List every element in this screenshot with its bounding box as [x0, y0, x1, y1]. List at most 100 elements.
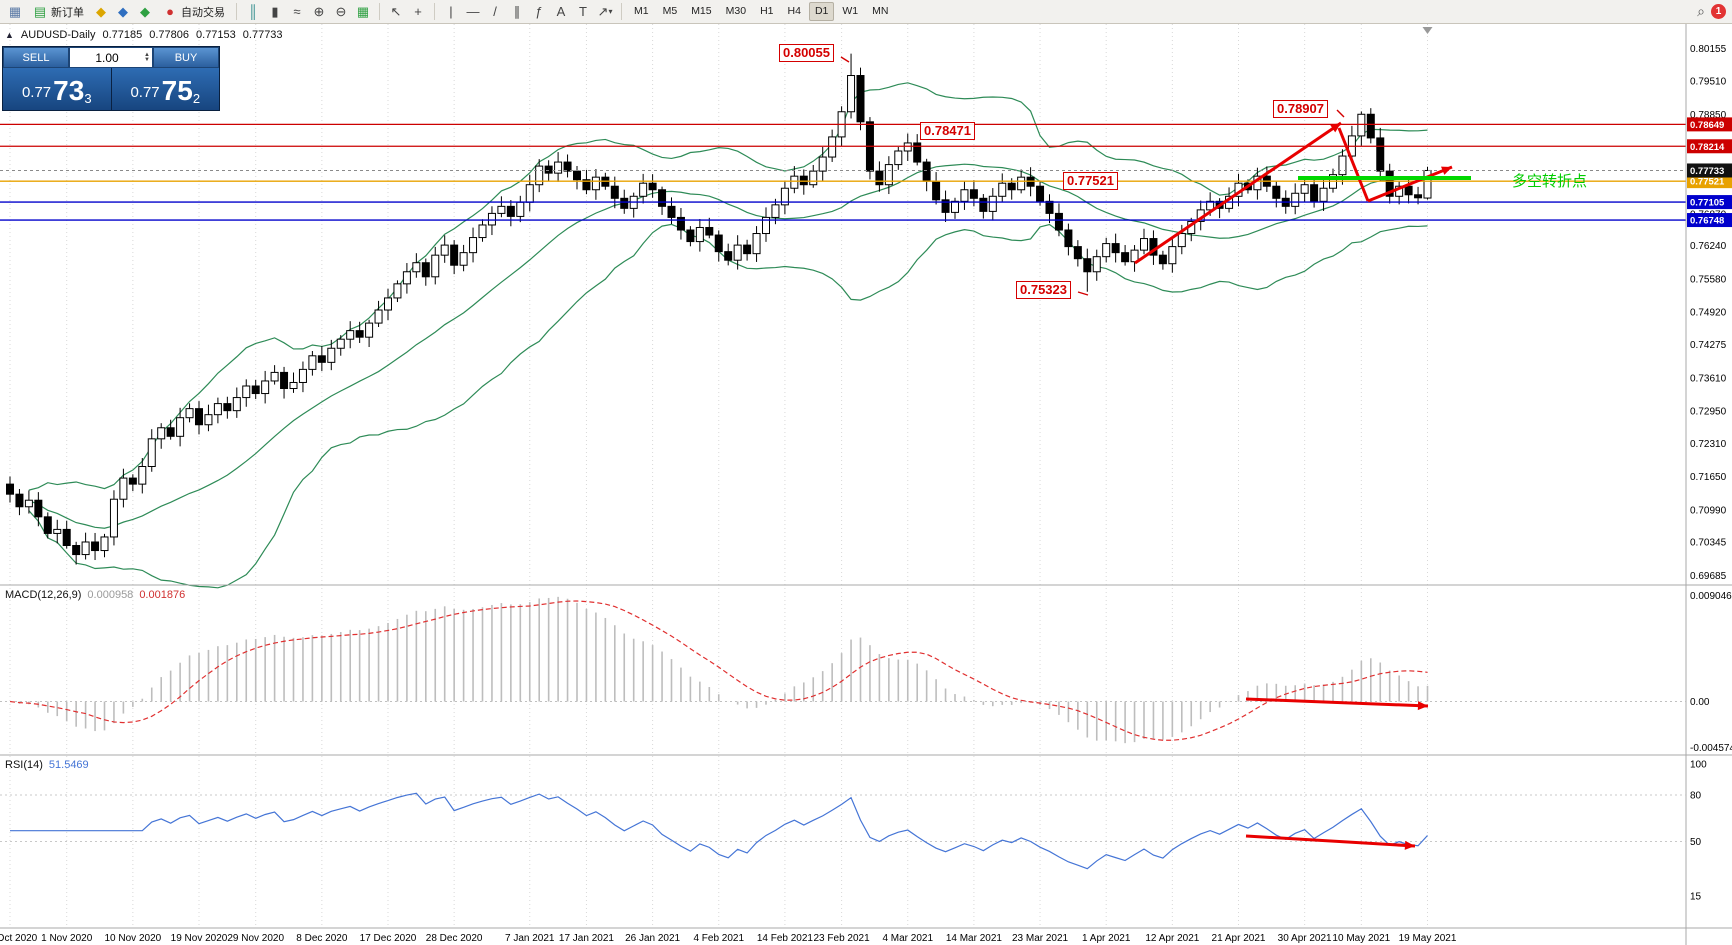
refresh-icon[interactable]: ◆ [140, 3, 150, 19]
svg-text:0.79510: 0.79510 [1690, 77, 1727, 88]
cursor-icon[interactable]: ↖ [390, 3, 402, 19]
svg-text:0.74275: 0.74275 [1690, 340, 1727, 351]
price-annotation-label[interactable]: 0.78907 [1273, 100, 1328, 118]
toolbar-separator [236, 3, 237, 20]
price-annotation-label[interactable]: 0.78471 [920, 122, 975, 140]
autotrading-button[interactable]: ● 自动交易 [157, 2, 230, 22]
svg-text:0.00: 0.00 [1690, 697, 1710, 708]
trend-arrow[interactable] [1337, 127, 1370, 202]
channel-tool-icon[interactable]: ∥ [513, 3, 521, 19]
svg-text:10 May 2021: 10 May 2021 [1332, 933, 1390, 944]
lot-size-input[interactable] [70, 49, 145, 66]
svg-text:0.71650: 0.71650 [1690, 472, 1727, 483]
trend-arrow-head [1417, 701, 1428, 711]
price-annotation-label[interactable]: 0.77521 [1063, 172, 1118, 190]
svg-text:28 Dec 2020: 28 Dec 2020 [426, 933, 483, 944]
svg-text:0.74920: 0.74920 [1690, 308, 1727, 319]
ohlc-low: 0.77153 [196, 29, 236, 41]
price-label-tail [1077, 291, 1089, 296]
svg-text:17 Dec 2020: 17 Dec 2020 [360, 933, 417, 944]
candlestick-chart-icon[interactable]: ▮ [271, 3, 279, 19]
arrows-tool-icon[interactable]: ↗ ▾ [597, 3, 613, 19]
trend-arrow[interactable] [1367, 165, 1453, 203]
price-annotation-label[interactable]: 0.75323 [1016, 281, 1071, 299]
notification-badge[interactable]: 1 [1711, 4, 1726, 19]
lot-spinner-icons[interactable]: ▲ ▼ [144, 51, 150, 63]
new-order-label: 新订单 [51, 6, 84, 19]
market-watch-icon[interactable]: ◆ [118, 3, 128, 19]
svg-text:0.009046: 0.009046 [1690, 591, 1732, 602]
trend-arrow-head [1404, 840, 1415, 850]
timeframe-m1[interactable]: M1 [634, 5, 649, 17]
svg-text:-0.004574: -0.004574 [1690, 743, 1732, 754]
bb-upper-band [28, 82, 1428, 491]
timeframe-d1[interactable]: D1 [808, 2, 835, 21]
tile-windows-icon[interactable]: ▦ [356, 3, 370, 19]
pivot-annotation-text[interactable]: 多空转折点 [1512, 173, 1588, 190]
macd-main-value: 0.000958 [87, 589, 134, 601]
trend-arrow[interactable] [1245, 697, 1429, 708]
bb-middle-band [28, 163, 1428, 529]
trend-arrow[interactable] [1245, 834, 1416, 848]
label-tool-icon[interactable]: T [579, 4, 587, 19]
metaeditor-icon[interactable]: ◆ [96, 3, 106, 19]
price-label-tail [1336, 109, 1345, 118]
svg-text:0.76748: 0.76748 [1690, 216, 1724, 227]
rsi-name: RSI(14) [5, 759, 43, 771]
axis-price-badge [1687, 174, 1732, 189]
trendline-tool-icon[interactable]: / [493, 4, 497, 19]
timeframe-mn[interactable]: MN [872, 5, 889, 17]
svg-text:22 Oct 2020: 22 Oct 2020 [0, 933, 38, 944]
macd-signal-value: 0.001876 [139, 589, 186, 601]
candles [6, 53, 1432, 565]
trend-arrow-head [1330, 123, 1341, 133]
svg-text:19 May 2021: 19 May 2021 [1399, 933, 1457, 944]
search-icon[interactable]: ⌕ [1697, 3, 1705, 19]
chart-symbol: AUDUSD-Daily [20, 29, 96, 41]
toolbar-separator [379, 3, 380, 20]
horizontal-line-tool-icon[interactable]: — [466, 4, 480, 19]
vertical-line-tool-icon[interactable]: | [449, 4, 453, 19]
text-tool-icon[interactable]: A [556, 4, 566, 19]
timeframe-h4[interactable]: H4 [787, 5, 801, 17]
svg-text:0.69685: 0.69685 [1690, 571, 1727, 582]
timeframe-m5[interactable]: M5 [662, 5, 678, 17]
svg-text:0.78649: 0.78649 [1690, 120, 1724, 131]
autotrading-label: 自动交易 [181, 6, 225, 19]
svg-text:0.72950: 0.72950 [1690, 407, 1727, 418]
timeframe-w1[interactable]: W1 [842, 5, 859, 17]
buy-button[interactable]: BUY [153, 47, 219, 68]
svg-text:21 Apr 2021: 21 Apr 2021 [1212, 933, 1266, 944]
svg-text:1 Apr 2021: 1 Apr 2021 [1082, 933, 1131, 944]
axis-price-badge [1687, 139, 1732, 154]
new-chart-icon[interactable]: ▦ [8, 3, 22, 19]
zoom-in-icon[interactable]: ⊕ [313, 3, 325, 19]
axis-price-badge [1687, 163, 1732, 178]
timeframe-m15[interactable]: M15 [691, 5, 712, 17]
svg-text:10 Nov 2020: 10 Nov 2020 [104, 933, 161, 944]
buy-price[interactable]: 0.77 75 2 [111, 68, 219, 110]
trend-arrow[interactable] [1134, 121, 1342, 265]
lot-size-box[interactable]: ▲▼ [69, 47, 153, 68]
timeframe-m30[interactable]: M30 [725, 5, 747, 17]
macd-histogram [18, 596, 1429, 744]
svg-text:100: 100 [1690, 760, 1707, 771]
toolbar-separator [434, 3, 435, 20]
svg-text:4 Mar 2021: 4 Mar 2021 [882, 933, 933, 944]
crosshair-icon[interactable]: + [414, 4, 422, 19]
svg-text:12 Apr 2021: 12 Apr 2021 [1145, 933, 1199, 944]
bar-chart-icon[interactable]: ║ [248, 4, 258, 19]
sell-button[interactable]: SELL [3, 47, 69, 68]
one-click-collapse-icon[interactable]: ▲ [5, 30, 14, 40]
macd-signal-line [9, 600, 1428, 741]
timeframe-h1[interactable]: H1 [760, 5, 774, 17]
ohlc-open: 0.77185 [102, 29, 143, 41]
sell-price[interactable]: 0.77 73 3 [3, 68, 112, 110]
line-chart-icon[interactable]: ≈ [293, 4, 301, 19]
chart-shift-marker[interactable] [1422, 27, 1433, 34]
zoom-out-icon[interactable]: ⊖ [335, 3, 347, 19]
fibonacci-tool-icon[interactable]: ƒ [535, 4, 543, 19]
price-annotation-label[interactable]: 0.80055 [779, 44, 834, 62]
new-order-button[interactable]: ▤ 新订单 [27, 2, 89, 22]
svg-text:0.77521: 0.77521 [1690, 177, 1725, 188]
